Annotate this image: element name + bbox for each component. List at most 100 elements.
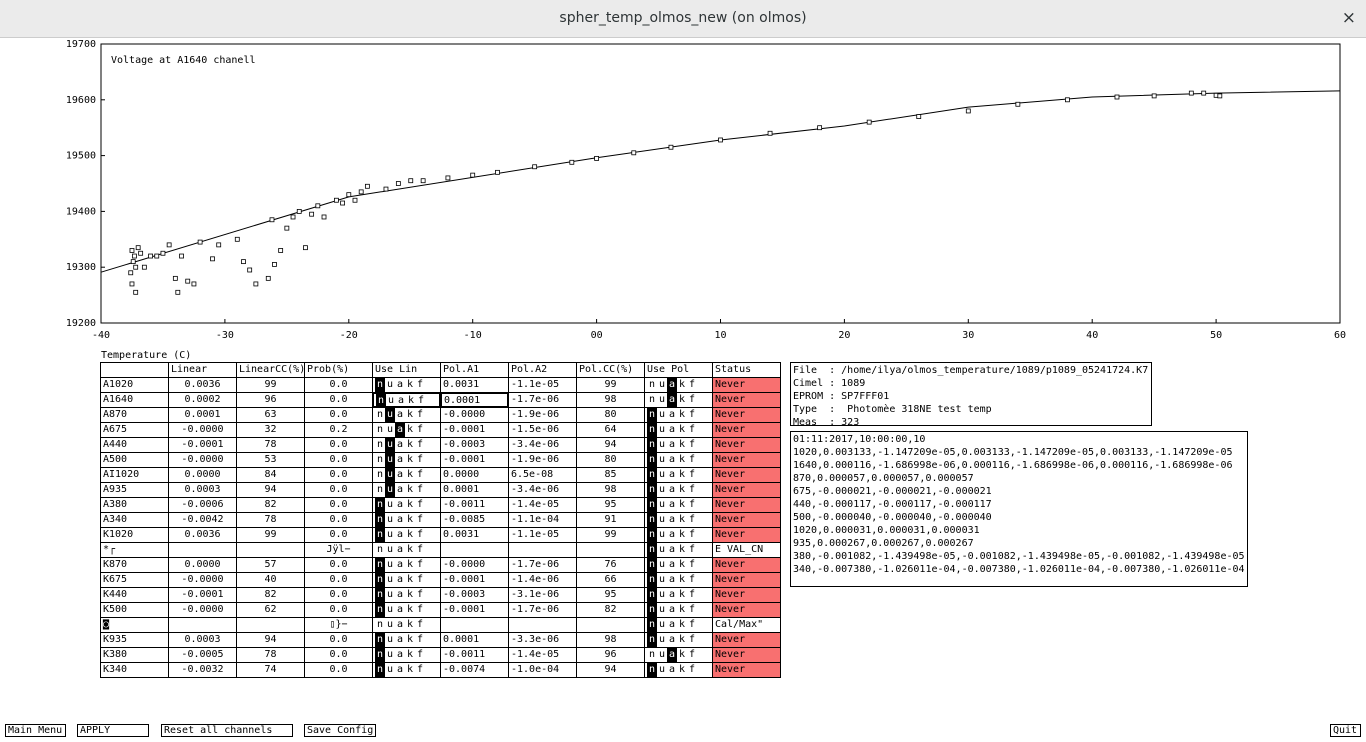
- toggle-letter[interactable]: a: [667, 648, 677, 662]
- toggle-letter[interactable]: n: [375, 633, 385, 647]
- toggle-letter[interactable]: n: [376, 619, 384, 630]
- toggle-letter[interactable]: f: [416, 604, 424, 615]
- toggle-letter[interactable]: a: [395, 423, 405, 437]
- toggle-letter[interactable]: k: [406, 634, 414, 645]
- toggle-letter[interactable]: a: [396, 619, 404, 630]
- toggle-letter[interactable]: n: [647, 423, 657, 437]
- toggle-letter[interactable]: u: [658, 379, 666, 390]
- toggle-letter[interactable]: k: [678, 484, 686, 495]
- toggle-letter[interactable]: k: [406, 664, 414, 675]
- toggle-letter[interactable]: u: [386, 559, 394, 570]
- toggle-letter[interactable]: n: [647, 483, 657, 497]
- toggle-letter[interactable]: a: [396, 574, 404, 585]
- toggle-letter[interactable]: f: [688, 664, 696, 675]
- toggle-letter[interactable]: a: [668, 424, 676, 435]
- toggle-letter[interactable]: f: [416, 559, 424, 570]
- toggle-letter[interactable]: k: [406, 529, 414, 540]
- button[interactable]: Save Config: [304, 724, 376, 737]
- toggle-letter[interactable]: n: [647, 618, 657, 632]
- toggle-letter[interactable]: k: [678, 634, 686, 645]
- toggle-letter[interactable]: u: [385, 483, 395, 497]
- toggle-letter[interactable]: n: [375, 663, 385, 677]
- toggle-letter[interactable]: a: [668, 439, 676, 450]
- toggle-letter[interactable]: a: [396, 379, 404, 390]
- toggle-letter[interactable]: a: [396, 514, 404, 525]
- toggle-letter[interactable]: f: [416, 379, 424, 390]
- toggle-letter[interactable]: k: [678, 514, 686, 525]
- toggle-letter[interactable]: a: [396, 409, 404, 420]
- button[interactable]: Reset all channels: [161, 724, 293, 737]
- toggle-letter[interactable]: a: [396, 604, 404, 615]
- toggle-letter[interactable]: f: [688, 604, 696, 615]
- toggle-letter[interactable]: u: [386, 604, 394, 615]
- toggle-letter[interactable]: k: [678, 454, 686, 465]
- toggle-letter[interactable]: n: [375, 648, 385, 662]
- toggle-letter[interactable]: a: [396, 469, 404, 480]
- toggle-letter[interactable]: u: [658, 499, 666, 510]
- toggle-letter[interactable]: a: [668, 529, 676, 540]
- toggle-letter[interactable]: f: [416, 424, 424, 435]
- toggle-letter[interactable]: n: [647, 573, 657, 587]
- toggle-letter[interactable]: f: [688, 439, 696, 450]
- toggle-letter[interactable]: k: [678, 439, 686, 450]
- toggle-letter[interactable]: f: [688, 544, 696, 555]
- toggle-letter[interactable]: n: [376, 394, 386, 406]
- toggle-letter[interactable]: k: [406, 379, 414, 390]
- toggle-letter[interactable]: k: [406, 469, 414, 480]
- toggle-letter[interactable]: f: [688, 634, 696, 645]
- toggle-letter[interactable]: f: [416, 619, 424, 630]
- toggle-letter[interactable]: n: [375, 513, 385, 527]
- toggle-letter[interactable]: f: [416, 574, 424, 585]
- toggle-letter[interactable]: n: [648, 379, 656, 390]
- toggle-letter[interactable]: n: [647, 513, 657, 527]
- toggle-letter[interactable]: u: [658, 544, 666, 555]
- toggle-letter[interactable]: n: [647, 408, 657, 422]
- toggle-letter[interactable]: n: [376, 469, 384, 480]
- toggle-letter[interactable]: k: [406, 409, 414, 420]
- toggle-letter[interactable]: a: [668, 574, 676, 585]
- toggle-letter[interactable]: u: [658, 559, 666, 570]
- toggle-letter[interactable]: k: [678, 589, 686, 600]
- toggle-letter[interactable]: u: [385, 453, 395, 467]
- toggle-letter[interactable]: n: [647, 663, 657, 677]
- toggle-letter[interactable]: k: [407, 395, 415, 406]
- toggle-letter[interactable]: f: [688, 484, 696, 495]
- toggle-letter[interactable]: u: [658, 574, 666, 585]
- toggle-letter[interactable]: n: [375, 573, 385, 587]
- toggle-letter[interactable]: f: [416, 649, 424, 660]
- toggle-letter[interactable]: u: [386, 514, 394, 525]
- toggle-letter[interactable]: u: [658, 454, 666, 465]
- toggle-letter[interactable]: k: [406, 484, 414, 495]
- toggle-letter[interactable]: a: [668, 454, 676, 465]
- toggle-letter[interactable]: a: [396, 454, 404, 465]
- toggle-letter[interactable]: u: [386, 634, 394, 645]
- toggle-letter[interactable]: u: [386, 574, 394, 585]
- toggle-letter[interactable]: u: [658, 514, 666, 525]
- toggle-letter[interactable]: a: [397, 395, 405, 406]
- toggle-letter[interactable]: u: [385, 468, 395, 482]
- toggle-letter[interactable]: u: [658, 619, 666, 630]
- toggle-letter[interactable]: f: [416, 484, 424, 495]
- toggle-letter[interactable]: f: [688, 394, 696, 405]
- toggle-letter[interactable]: u: [658, 424, 666, 435]
- toggle-letter[interactable]: u: [386, 379, 394, 390]
- toggle-letter[interactable]: n: [647, 453, 657, 467]
- toggle-letter[interactable]: a: [396, 484, 404, 495]
- toggle-letter[interactable]: n: [375, 588, 385, 602]
- toggle-letter[interactable]: a: [396, 649, 404, 660]
- toggle-letter[interactable]: k: [406, 649, 414, 660]
- toggle-letter[interactable]: a: [668, 589, 676, 600]
- toggle-letter[interactable]: a: [396, 634, 404, 645]
- toggle-letter[interactable]: u: [658, 484, 666, 495]
- toggle-letter[interactable]: a: [668, 514, 676, 525]
- toggle-letter[interactable]: a: [668, 484, 676, 495]
- toggle-letter[interactable]: n: [375, 528, 385, 542]
- toggle-letter[interactable]: n: [647, 558, 657, 572]
- toggle-letter[interactable]: n: [375, 378, 385, 392]
- toggle-letter[interactable]: a: [396, 544, 404, 555]
- toggle-letter[interactable]: n: [376, 454, 384, 465]
- toggle-letter[interactable]: n: [647, 468, 657, 482]
- toggle-letter[interactable]: f: [688, 409, 696, 420]
- toggle-letter[interactable]: k: [406, 439, 414, 450]
- toggle-letter[interactable]: f: [416, 409, 424, 420]
